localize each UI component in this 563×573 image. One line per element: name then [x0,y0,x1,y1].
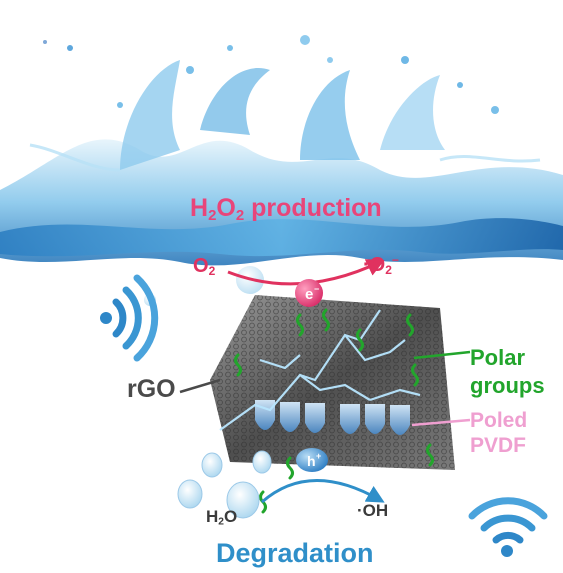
wireless-signal-icon [468,497,548,557]
wireless-signal-icon [100,274,159,362]
pvdf-dipole [255,400,410,435]
svg-text:e: e [305,286,313,303]
h2o2-production-label: H2O2 production [190,194,382,224]
electron-icon: e − [295,279,323,307]
water-splash [0,35,563,306]
rgo-label: rGO [127,375,176,403]
leader-lines [179,350,471,427]
h2o-label: H2O [206,507,238,528]
svg-text:−: − [314,284,319,294]
superoxide-label: ·O2− [363,253,399,278]
hole-icon: h + [296,448,328,472]
water-droplet [177,450,272,519]
poled-pvdf-label: Poled PVDF [470,409,528,458]
degradation-label: Degradation [216,538,374,568]
o2-label: O2 [193,255,216,278]
svg-text:h: h [307,453,316,469]
degradation-arrow [261,479,385,504]
polar-groups-label: Polar groups [470,345,545,398]
hydroxyl-radical-label: ·OH [357,501,389,520]
svg-text:+: + [316,451,321,461]
